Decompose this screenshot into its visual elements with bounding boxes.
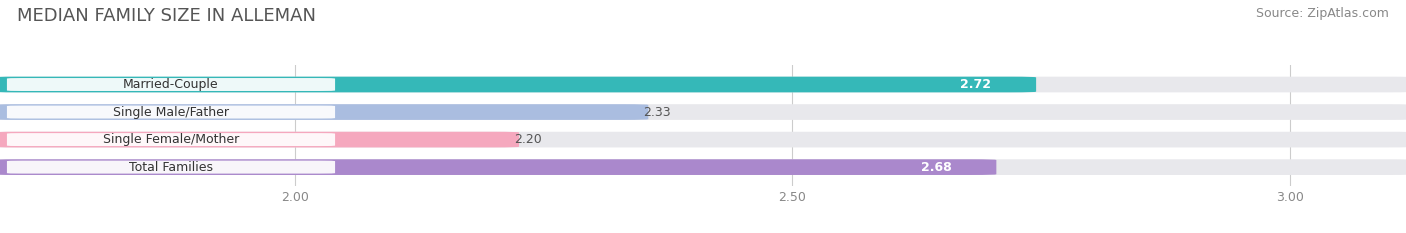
- Text: 2.20: 2.20: [515, 133, 541, 146]
- FancyBboxPatch shape: [7, 106, 335, 119]
- Text: 2.68: 2.68: [921, 161, 952, 174]
- FancyBboxPatch shape: [0, 159, 997, 175]
- Text: MEDIAN FAMILY SIZE IN ALLEMAN: MEDIAN FAMILY SIZE IN ALLEMAN: [17, 7, 316, 25]
- FancyBboxPatch shape: [0, 159, 1406, 175]
- Text: Total Families: Total Families: [129, 161, 212, 174]
- FancyBboxPatch shape: [0, 104, 648, 120]
- FancyBboxPatch shape: [0, 77, 1406, 92]
- Text: Source: ZipAtlas.com: Source: ZipAtlas.com: [1256, 7, 1389, 20]
- Text: 2.72: 2.72: [960, 78, 991, 91]
- FancyBboxPatch shape: [0, 104, 1406, 120]
- FancyBboxPatch shape: [0, 77, 1036, 92]
- Text: 2.33: 2.33: [644, 106, 671, 119]
- FancyBboxPatch shape: [0, 132, 1406, 147]
- Text: Single Male/Father: Single Male/Father: [112, 106, 229, 119]
- FancyBboxPatch shape: [7, 161, 335, 174]
- FancyBboxPatch shape: [7, 133, 335, 146]
- Text: Married-Couple: Married-Couple: [124, 78, 219, 91]
- FancyBboxPatch shape: [0, 132, 519, 147]
- FancyBboxPatch shape: [7, 78, 335, 91]
- Text: Single Female/Mother: Single Female/Mother: [103, 133, 239, 146]
